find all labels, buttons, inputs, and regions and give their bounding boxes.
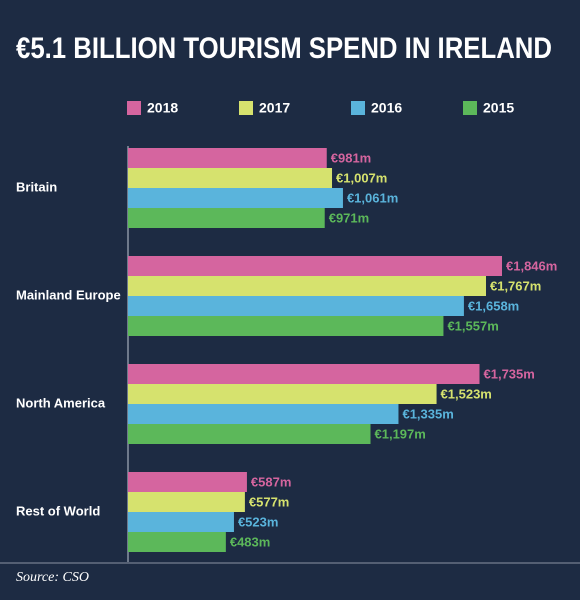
value-label: €577m [249, 494, 289, 509]
category-label: North America [16, 395, 106, 410]
value-label: €1,735m [484, 366, 535, 381]
bar [128, 404, 399, 424]
value-label: €1,335m [402, 406, 453, 421]
category-label: Rest of World [16, 503, 100, 518]
legend-label: 2015 [483, 100, 514, 116]
value-label: €971m [329, 210, 369, 225]
value-label: €981m [331, 150, 371, 165]
source: Source: CSO [16, 570, 89, 585]
bar [128, 512, 234, 532]
value-label: €1,061m [347, 190, 398, 205]
bar [128, 492, 245, 512]
category-label: Britain [16, 179, 57, 194]
bar [128, 208, 325, 228]
bar [128, 364, 480, 384]
legend-swatch [127, 101, 141, 115]
value-label: €483m [230, 534, 270, 549]
value-label: €587m [251, 474, 291, 489]
value-label: €1,767m [490, 278, 541, 293]
bar [128, 384, 437, 404]
value-label: €1,557m [447, 318, 498, 333]
bar [128, 148, 327, 168]
bar [128, 316, 444, 336]
bar [128, 168, 333, 188]
legend-swatch [351, 101, 365, 115]
value-label: €1,007m [336, 170, 387, 185]
value-label: €1,197m [375, 426, 426, 441]
value-label: €1,658m [468, 298, 519, 313]
value-label: €523m [238, 514, 278, 529]
value-label: €1,846m [506, 258, 557, 273]
legend-swatch [239, 101, 253, 115]
legend-label: 2017 [259, 100, 290, 116]
legend-swatch [463, 101, 477, 115]
legend-label: 2018 [147, 100, 178, 116]
bar [128, 256, 502, 276]
bar [128, 532, 226, 552]
legend-label: 2016 [371, 100, 402, 116]
bar [128, 276, 486, 296]
category-label: Mainland Europe [16, 287, 121, 302]
bar [128, 472, 247, 492]
chart-title: €5.1 BILLION TOURISM SPEND IN IRELAND [16, 32, 552, 65]
bar [128, 296, 464, 316]
bar [128, 188, 343, 208]
value-label: €1,523m [441, 386, 492, 401]
bar [128, 424, 371, 444]
